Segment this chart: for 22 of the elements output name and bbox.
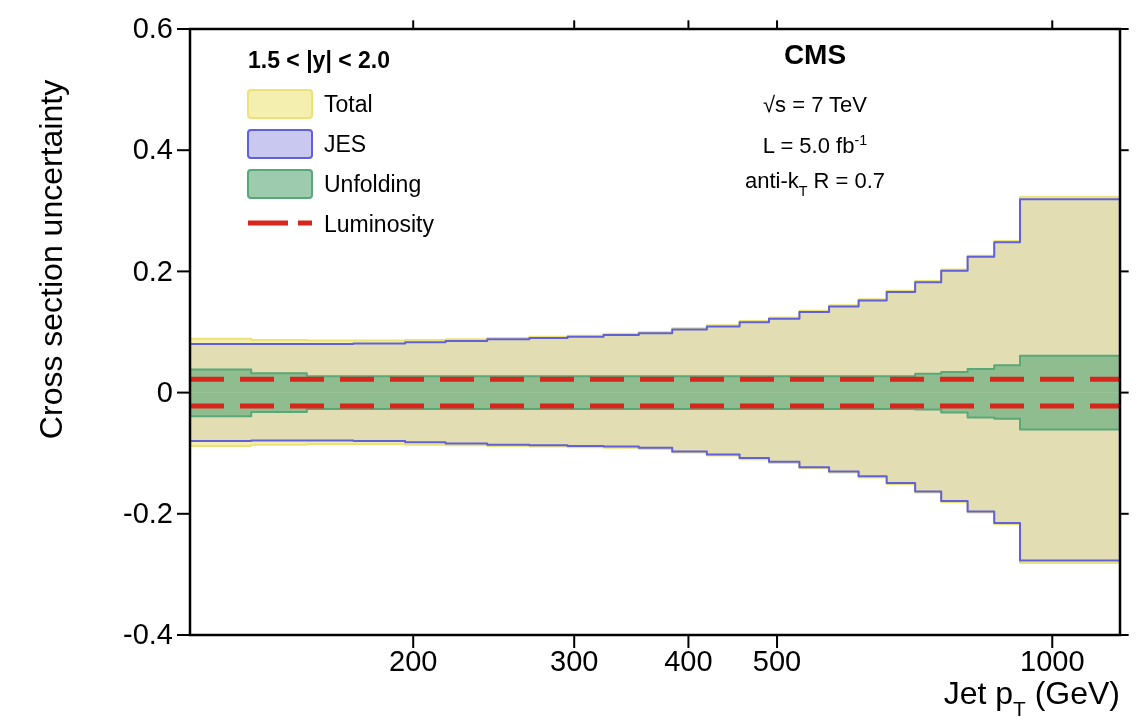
legend-title: 1.5 < |y| < 2.0 [248, 47, 391, 73]
x-tick-label: 400 [664, 644, 713, 677]
legend-label: JES [324, 131, 367, 157]
annotation: √s = 7 TeV [762, 92, 868, 117]
annotation: CMS [783, 39, 847, 70]
y-tick-label: 0.2 [132, 254, 173, 287]
y-tick-label: 0 [156, 375, 173, 408]
x-axis-title: Jet p$_{T}$ (GeV) [943, 675, 1120, 720]
legend-label: Luminosity [324, 211, 435, 237]
y-tick-label: -0.2 [123, 497, 173, 530]
y-tick-label: 0.6 [132, 12, 173, 45]
legend-label: Total [324, 91, 373, 117]
y-tick-label: -0.4 [123, 618, 173, 651]
x-tick-label: 300 [550, 644, 599, 677]
annotation: anti-k$_{T}$ R = 0.7 [744, 168, 886, 199]
y-tick-label: 0.4 [132, 133, 173, 166]
y-axis-title: Cross section uncertainty [33, 79, 69, 440]
annotation: L = 5.0 fb$^{-1}$ [762, 132, 868, 158]
legend-label: Unfolding [324, 171, 422, 197]
x-tick-label: 200 [389, 644, 438, 677]
x-tick-label: 500 [752, 644, 802, 677]
x-tick-label: 1000 [1020, 644, 1085, 677]
